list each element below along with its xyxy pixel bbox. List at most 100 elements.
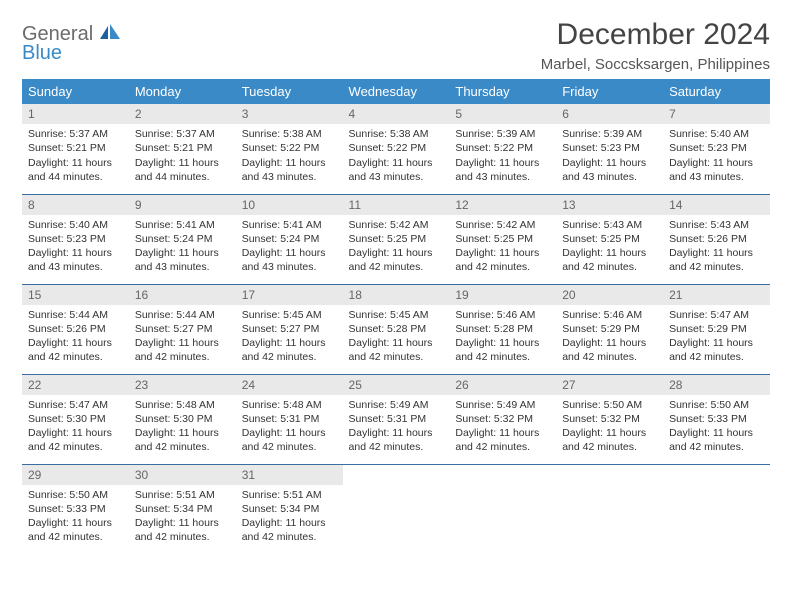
day-info: Sunrise: 5:47 AMSunset: 5:30 PMDaylight:… (28, 398, 123, 455)
day-number: 31 (236, 465, 343, 485)
day-number: 18 (343, 285, 450, 305)
day-number: 29 (22, 465, 129, 485)
calendar-cell (556, 464, 663, 554)
day-number: 24 (236, 375, 343, 395)
day-info: Sunrise: 5:50 AMSunset: 5:32 PMDaylight:… (562, 398, 657, 455)
day-number: 30 (129, 465, 236, 485)
day-number: 14 (663, 195, 770, 215)
calendar-cell: 13 Sunrise: 5:43 AMSunset: 5:25 PMDayligh… (556, 194, 663, 284)
day-number: 28 (663, 375, 770, 395)
page-title: December 2024 (541, 18, 770, 52)
day-info: Sunrise: 5:49 AMSunset: 5:32 PMDaylight:… (455, 398, 550, 455)
calendar-cell: 24 Sunrise: 5:48 AMSunset: 5:31 PMDayligh… (236, 374, 343, 464)
day-number: 8 (22, 195, 129, 215)
calendar-cell: 19 Sunrise: 5:46 AMSunset: 5:28 PMDayligh… (449, 284, 556, 374)
weekday-header: Wednesday (343, 79, 450, 104)
day-number: 11 (343, 195, 450, 215)
calendar-cell: 29 Sunrise: 5:50 AMSunset: 5:33 PMDayligh… (22, 464, 129, 554)
day-number: 20 (556, 285, 663, 305)
calendar-cell: 5Sunrise: 5:39 AMSunset: 5:22 PMDaylight… (449, 104, 556, 194)
calendar-body: 1 Sunrise: 5:37 AMSunset: 5:21 PMDaylight… (22, 104, 770, 554)
weekday-header: Tuesday (236, 79, 343, 104)
logo: General Blue (22, 18, 122, 63)
calendar-cell: 11Sunrise: 5:42 AMSunset: 5:25 PMDayligh… (343, 194, 450, 284)
day-number: 21 (663, 285, 770, 305)
calendar-cell: 12 Sunrise: 5:42 AMSunset: 5:25 PMDayligh… (449, 194, 556, 284)
day-info: Sunrise: 5:44 AMSunset: 5:26 PMDaylight:… (28, 308, 123, 365)
day-info: Sunrise: 5:37 AMSunset: 5:21 PMDaylight:… (28, 127, 123, 184)
day-number: 26 (449, 375, 556, 395)
day-number: 10 (236, 195, 343, 215)
day-number: 9 (129, 195, 236, 215)
weekday-header: Saturday (663, 79, 770, 104)
calendar-cell: 28 Sunrise: 5:50 AMSunset: 5:33 PMDayligh… (663, 374, 770, 464)
day-info: Sunrise: 5:40 AMSunset: 5:23 PMDaylight:… (28, 218, 123, 275)
day-info: Sunrise: 5:46 AMSunset: 5:28 PMDaylight:… (455, 308, 550, 365)
day-info: Sunrise: 5:40 AMSunset: 5:23 PMDaylight:… (669, 127, 764, 184)
day-number: 1 (22, 104, 129, 124)
day-info: Sunrise: 5:50 AMSunset: 5:33 PMDaylight:… (28, 488, 123, 545)
day-info: Sunrise: 5:46 AMSunset: 5:29 PMDaylight:… (562, 308, 657, 365)
day-number: 15 (22, 285, 129, 305)
calendar-cell: 7 Sunrise: 5:40 AMSunset: 5:23 PMDaylight… (663, 104, 770, 194)
day-info: Sunrise: 5:41 AMSunset: 5:24 PMDaylight:… (242, 218, 337, 275)
day-number: 7 (663, 104, 770, 124)
calendar-table: SundayMondayTuesdayWednesdayThursdayFrid… (22, 79, 770, 554)
calendar-cell (663, 464, 770, 554)
day-number: 6 (556, 104, 663, 124)
day-info: Sunrise: 5:39 AMSunset: 5:22 PMDaylight:… (455, 127, 550, 184)
location-subtitle: Marbel, Soccsksargen, Philippines (541, 56, 770, 73)
weekday-header: Friday (556, 79, 663, 104)
day-number: 13 (556, 195, 663, 215)
weekday-header: Monday (129, 79, 236, 104)
calendar-cell: 15 Sunrise: 5:44 AMSunset: 5:26 PMDayligh… (22, 284, 129, 374)
calendar-cell: 4Sunrise: 5:38 AMSunset: 5:22 PMDaylight… (343, 104, 450, 194)
calendar-cell: 27 Sunrise: 5:50 AMSunset: 5:32 PMDayligh… (556, 374, 663, 464)
calendar-cell: 8 Sunrise: 5:40 AMSunset: 5:23 PMDaylight… (22, 194, 129, 284)
day-number: 4 (343, 104, 450, 124)
day-info: Sunrise: 5:43 AMSunset: 5:25 PMDaylight:… (562, 218, 657, 275)
day-info: Sunrise: 5:51 AMSunset: 5:34 PMDaylight:… (242, 488, 337, 545)
day-number: 12 (449, 195, 556, 215)
day-number: 3 (236, 104, 343, 124)
calendar-cell: 23 Sunrise: 5:48 AMSunset: 5:30 PMDayligh… (129, 374, 236, 464)
day-info: Sunrise: 5:41 AMSunset: 5:24 PMDaylight:… (135, 218, 230, 275)
day-number: 19 (449, 285, 556, 305)
day-info: Sunrise: 5:48 AMSunset: 5:30 PMDaylight:… (135, 398, 230, 455)
day-info: Sunrise: 5:51 AMSunset: 5:34 PMDaylight:… (135, 488, 230, 545)
calendar-cell: 2 Sunrise: 5:37 AMSunset: 5:21 PMDaylight… (129, 104, 236, 194)
day-info: Sunrise: 5:47 AMSunset: 5:29 PMDaylight:… (669, 308, 764, 365)
calendar-cell: 9 Sunrise: 5:41 AMSunset: 5:24 PMDaylight… (129, 194, 236, 284)
calendar-cell: 14 Sunrise: 5:43 AMSunset: 5:26 PMDayligh… (663, 194, 770, 284)
day-number: 27 (556, 375, 663, 395)
calendar-cell: 26 Sunrise: 5:49 AMSunset: 5:32 PMDayligh… (449, 374, 556, 464)
calendar-cell: 25Sunrise: 5:49 AMSunset: 5:31 PMDayligh… (343, 374, 450, 464)
calendar-cell (449, 464, 556, 554)
weekday-header: Thursday (449, 79, 556, 104)
day-info: Sunrise: 5:37 AMSunset: 5:21 PMDaylight:… (135, 127, 230, 184)
calendar-cell: 30 Sunrise: 5:51 AMSunset: 5:34 PMDayligh… (129, 464, 236, 554)
day-info: Sunrise: 5:39 AMSunset: 5:23 PMDaylight:… (562, 127, 657, 184)
day-number: 23 (129, 375, 236, 395)
title-block: December 2024 Marbel, Soccsksargen, Phil… (541, 18, 770, 73)
calendar-cell: 21 Sunrise: 5:47 AMSunset: 5:29 PMDayligh… (663, 284, 770, 374)
calendar-cell: 3Sunrise: 5:38 AMSunset: 5:22 PMDaylight… (236, 104, 343, 194)
calendar-cell: 18Sunrise: 5:45 AMSunset: 5:28 PMDayligh… (343, 284, 450, 374)
calendar-cell: 22 Sunrise: 5:47 AMSunset: 5:30 PMDayligh… (22, 374, 129, 464)
header: General Blue December 2024 Marbel, Soccs… (22, 18, 770, 73)
calendar-cell: 16 Sunrise: 5:44 AMSunset: 5:27 PMDayligh… (129, 284, 236, 374)
day-number: 2 (129, 104, 236, 124)
calendar-cell (343, 464, 450, 554)
day-number: 16 (129, 285, 236, 305)
day-number: 22 (22, 375, 129, 395)
logo-blue: Blue (22, 43, 122, 63)
day-info: Sunrise: 5:50 AMSunset: 5:33 PMDaylight:… (669, 398, 764, 455)
calendar-cell: 20 Sunrise: 5:46 AMSunset: 5:29 PMDayligh… (556, 284, 663, 374)
day-info: Sunrise: 5:43 AMSunset: 5:26 PMDaylight:… (669, 218, 764, 275)
calendar-cell: 17Sunrise: 5:45 AMSunset: 5:27 PMDayligh… (236, 284, 343, 374)
day-info: Sunrise: 5:48 AMSunset: 5:31 PMDaylight:… (242, 398, 337, 455)
calendar-cell: 1 Sunrise: 5:37 AMSunset: 5:21 PMDaylight… (22, 104, 129, 194)
day-number: 17 (236, 285, 343, 305)
day-info: Sunrise: 5:44 AMSunset: 5:27 PMDaylight:… (135, 308, 230, 365)
day-info: Sunrise: 5:42 AMSunset: 5:25 PMDaylight:… (455, 218, 550, 275)
